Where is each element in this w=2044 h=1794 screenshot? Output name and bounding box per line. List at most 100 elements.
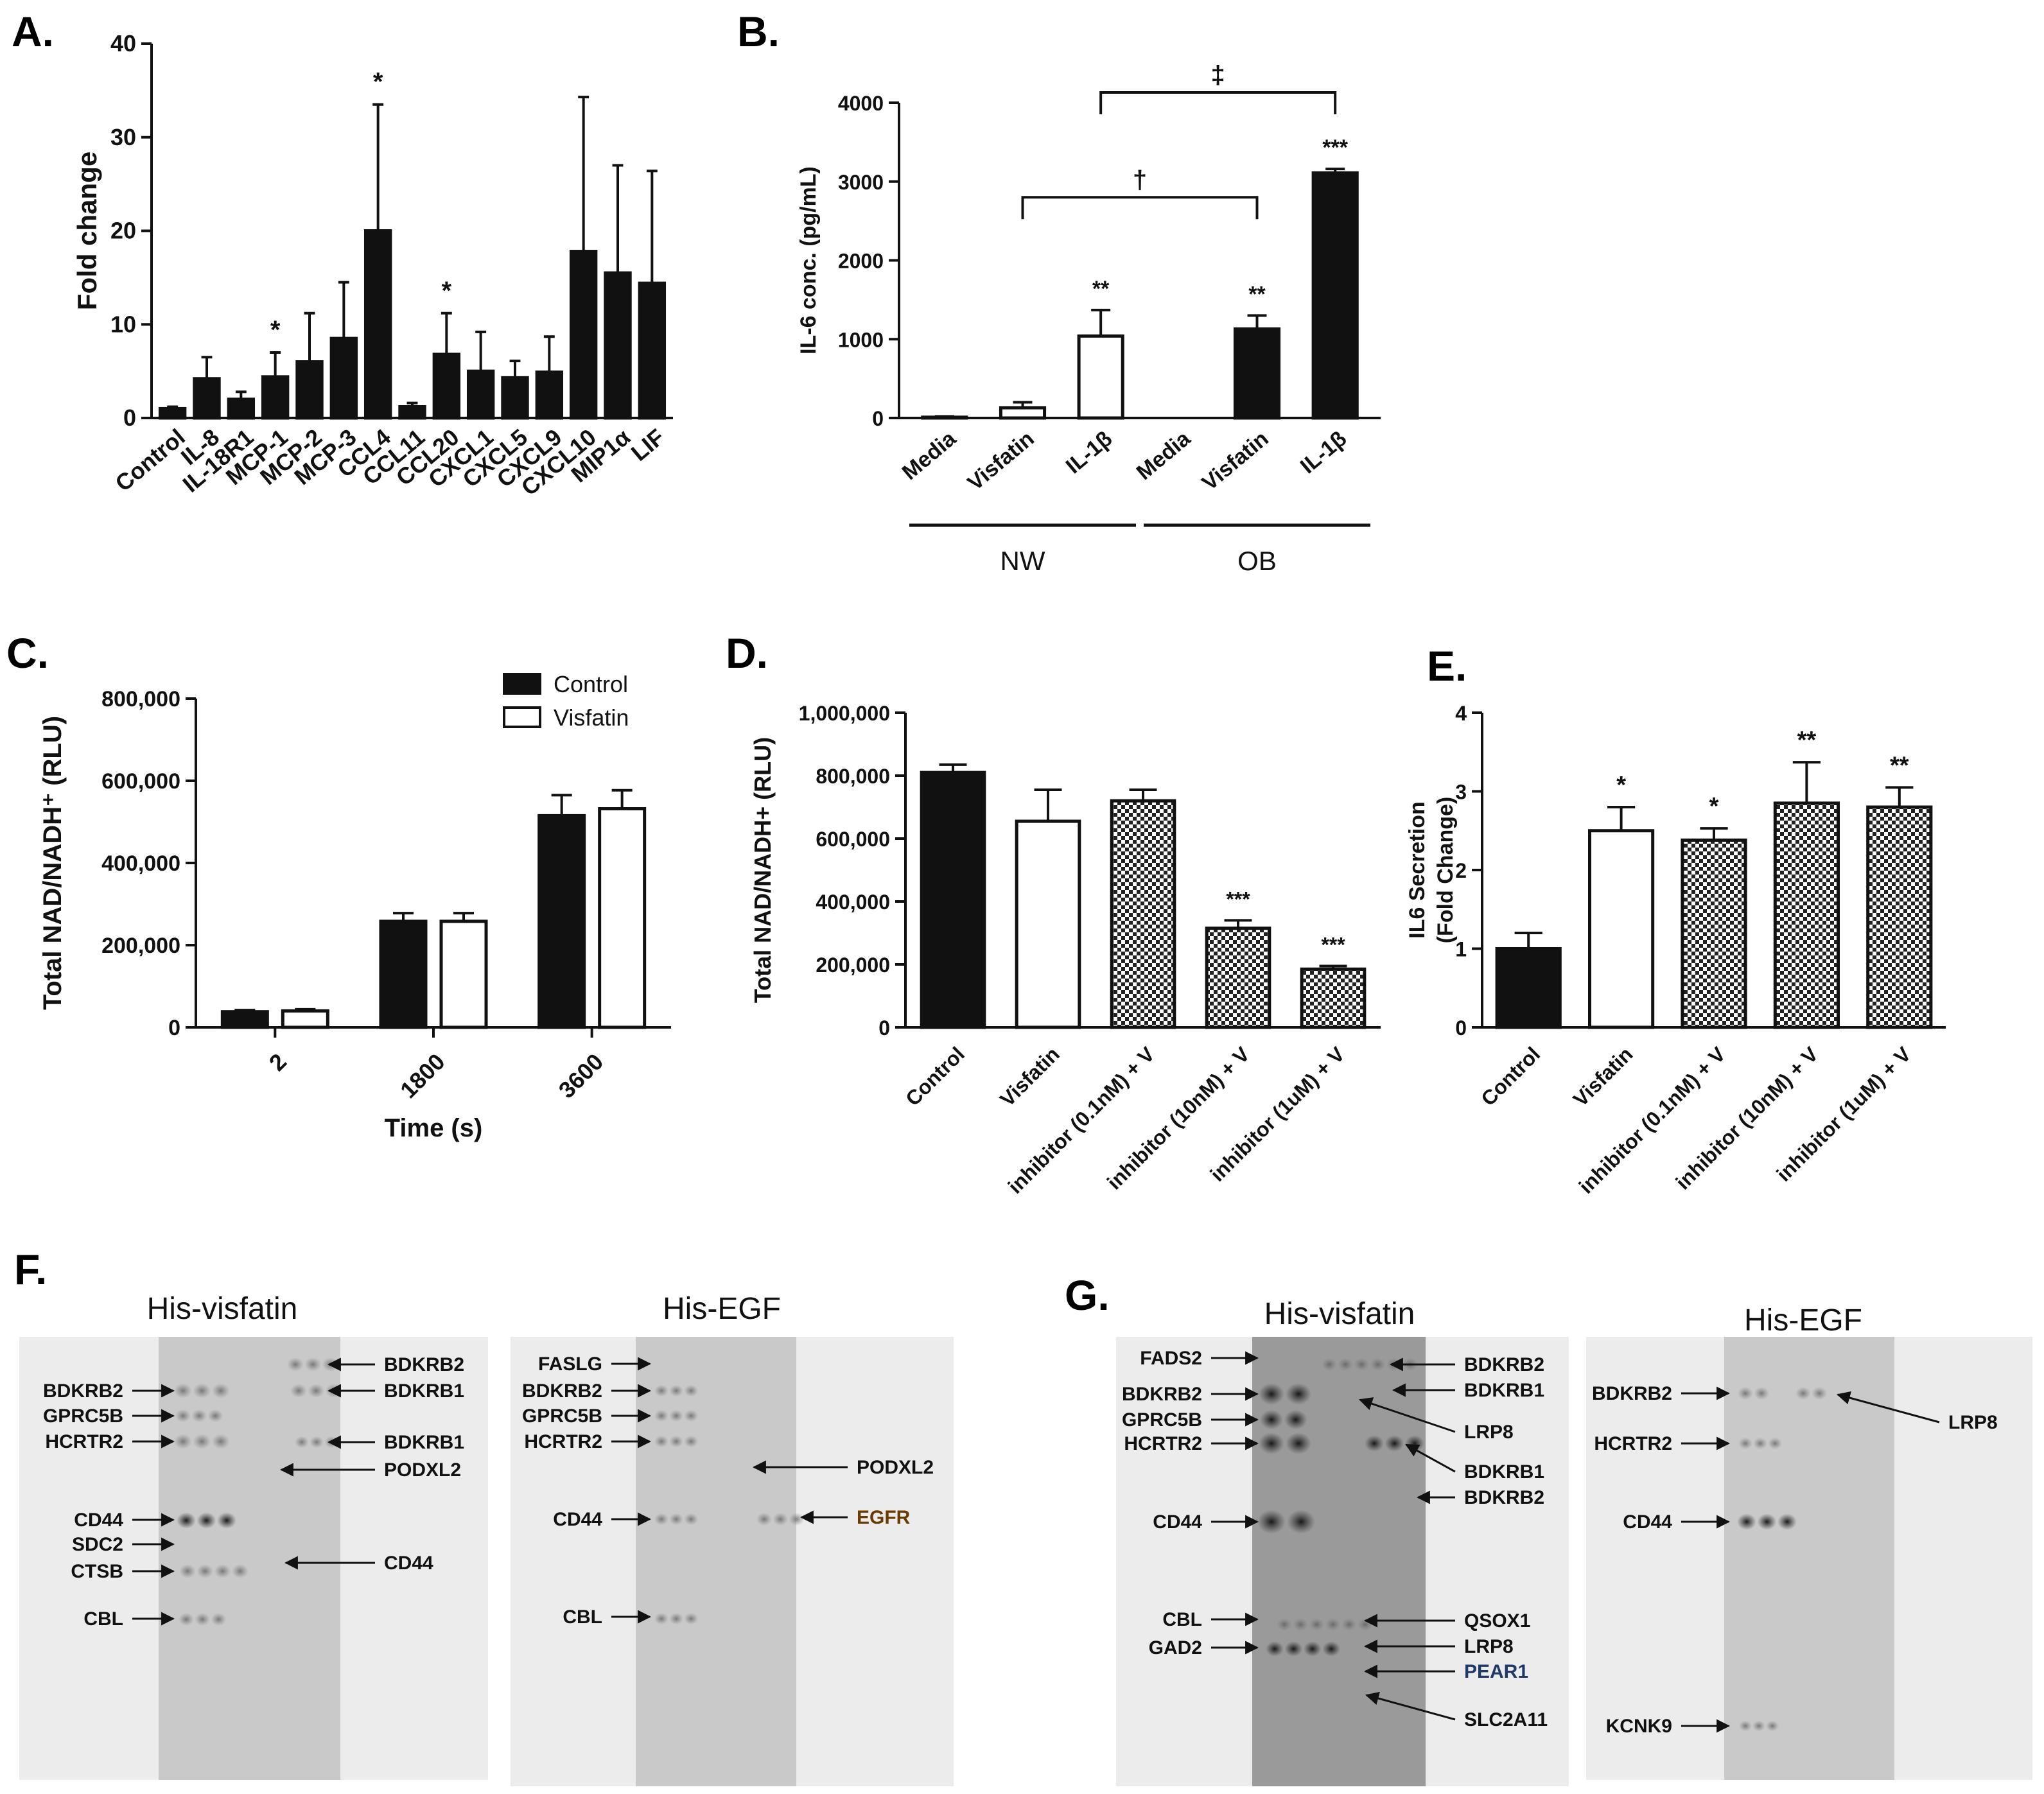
legend-swatch — [503, 706, 541, 728]
group-label: NW — [1000, 546, 1045, 576]
blot-spot — [1812, 1386, 1828, 1400]
gene-label: CD44 — [74, 1510, 123, 1531]
gene-label: CBL — [83, 1608, 123, 1630]
blot-spot — [1341, 1617, 1357, 1632]
gene-label: BDKRB2 — [1464, 1487, 1544, 1508]
panel-label-e: E. — [1427, 642, 1467, 690]
x-tick-label: IL-1β — [1296, 426, 1352, 478]
gene-label: BDKRB1 — [1464, 1380, 1544, 1401]
gene-label: PEAR1 — [1464, 1661, 1528, 1682]
y-tick-label: 3000 — [838, 171, 884, 194]
blot-spot — [1766, 1720, 1779, 1732]
bar — [220, 1010, 269, 1029]
y-tick-label: 3 — [1455, 781, 1467, 804]
blot-spot — [179, 1563, 196, 1579]
gene-label: FASLG — [538, 1354, 602, 1375]
y-tick-label: 800,000 — [101, 687, 180, 711]
gene-label: CD44 — [1623, 1511, 1672, 1533]
blot-spot — [1338, 1357, 1354, 1372]
x-tick-label: Visfatin — [963, 426, 1039, 496]
gene-label: BDKRB2 — [522, 1380, 602, 1402]
y-tick-label: 0 — [123, 405, 136, 431]
gene-label: GPRC5B — [43, 1406, 123, 1427]
arrow-icon — [1359, 1397, 1456, 1433]
x-tick-label: Control — [1476, 1042, 1544, 1110]
significance-label: *** — [1322, 135, 1348, 160]
panel-label-d: D. — [726, 629, 768, 677]
gene-label: BDKRB2 — [1464, 1354, 1544, 1375]
gene-label: PODXL2 — [857, 1457, 934, 1478]
blot-spot — [773, 1512, 789, 1526]
blot-spot — [1753, 1437, 1768, 1450]
bar — [1311, 171, 1359, 420]
y-tick-label: 4000 — [838, 92, 884, 115]
blot-panels: His-visfatinBDKRB2GPRC5BHCRTR2CD44SDC2CT… — [19, 1292, 2032, 1786]
bar — [1205, 927, 1271, 1029]
significance-label: ** — [1248, 282, 1266, 306]
x-tick-label: Visfatin — [1569, 1042, 1638, 1111]
gene-label: FADS2 — [1140, 1348, 1202, 1369]
blot-spot — [211, 1434, 230, 1449]
blot-f-egf-membrane — [636, 1337, 796, 1786]
x-tick-label: Media — [1132, 426, 1196, 485]
blot-spot — [684, 1435, 699, 1448]
blot-spot — [175, 1409, 191, 1423]
blot-spot — [1325, 1617, 1341, 1632]
blot-spot — [1738, 1386, 1753, 1400]
gene-label: QSOX1 — [1464, 1610, 1530, 1632]
group-label: OB — [1237, 546, 1277, 576]
significance-bracket — [1099, 91, 1337, 115]
gene-label: BDKRB1 — [1464, 1461, 1544, 1483]
gene-label: GAD2 — [1149, 1637, 1202, 1659]
gene-label: BDKRB1 — [384, 1380, 464, 1402]
blot-spot — [789, 1512, 805, 1526]
bar — [598, 807, 647, 1029]
blot-spot — [1266, 1641, 1284, 1657]
y-tick-label: 40 — [110, 30, 136, 57]
gene-label: BDKRB1 — [384, 1432, 464, 1453]
legend-label: Visfatin — [554, 704, 629, 731]
gene-label: CBL — [563, 1607, 602, 1628]
y-tick-label: 30 — [110, 124, 136, 150]
gene-label: PODXL2 — [384, 1459, 461, 1481]
bar — [1773, 801, 1840, 1029]
y-tick-label: 0 — [1455, 1016, 1467, 1040]
arrow-icon — [1405, 1443, 1456, 1473]
y-tick-label: 800,000 — [816, 765, 890, 788]
legend-label: Control — [554, 671, 628, 697]
y-axis-label: IL-6 conc. (pg/mL) — [796, 166, 821, 354]
blot-title: His-EGF — [1744, 1303, 1862, 1337]
bar — [501, 376, 529, 420]
blot-spot — [1284, 1641, 1303, 1657]
bar — [604, 271, 632, 420]
gene-label: CD44 — [384, 1553, 433, 1574]
y-axis-label: Total NAD/NADH⁺ (RLU) — [39, 716, 67, 1010]
blot-spot — [654, 1409, 668, 1422]
bar — [158, 406, 187, 420]
significance-label: *** — [1226, 887, 1250, 910]
y-tick-label: 400,000 — [101, 851, 180, 876]
bar — [1110, 799, 1176, 1029]
blot-spot — [287, 1357, 304, 1372]
panel-label-g: G. — [1065, 1271, 1110, 1319]
blot-g-egf-membrane — [1724, 1337, 1894, 1780]
blot-spot — [654, 1435, 668, 1448]
bar — [1077, 334, 1124, 420]
chart-d: 0 200,000 400,000 600,000 800,000 1,000,000 To… — [749, 702, 1381, 1198]
bar — [1681, 838, 1747, 1029]
x-axis-label: Time (s) — [385, 1114, 483, 1142]
blot-spot — [756, 1512, 772, 1526]
panel-label-b: B. — [737, 8, 780, 55]
y-tick-label: 4 — [1455, 702, 1467, 725]
bar — [535, 370, 564, 420]
y-tick-label: 600,000 — [101, 769, 180, 794]
y-axis-label: Total NAD/NADH+ (RLU) — [749, 737, 776, 1003]
gene-label: CBL — [1162, 1609, 1202, 1630]
gene-label: CD44 — [1153, 1511, 1202, 1533]
y-tick-label: 0 — [168, 1016, 180, 1040]
bar — [281, 1009, 329, 1029]
blot-spot — [193, 1383, 211, 1398]
bar — [261, 375, 290, 420]
bar — [432, 353, 461, 420]
x-tick-label: Media — [898, 426, 961, 485]
